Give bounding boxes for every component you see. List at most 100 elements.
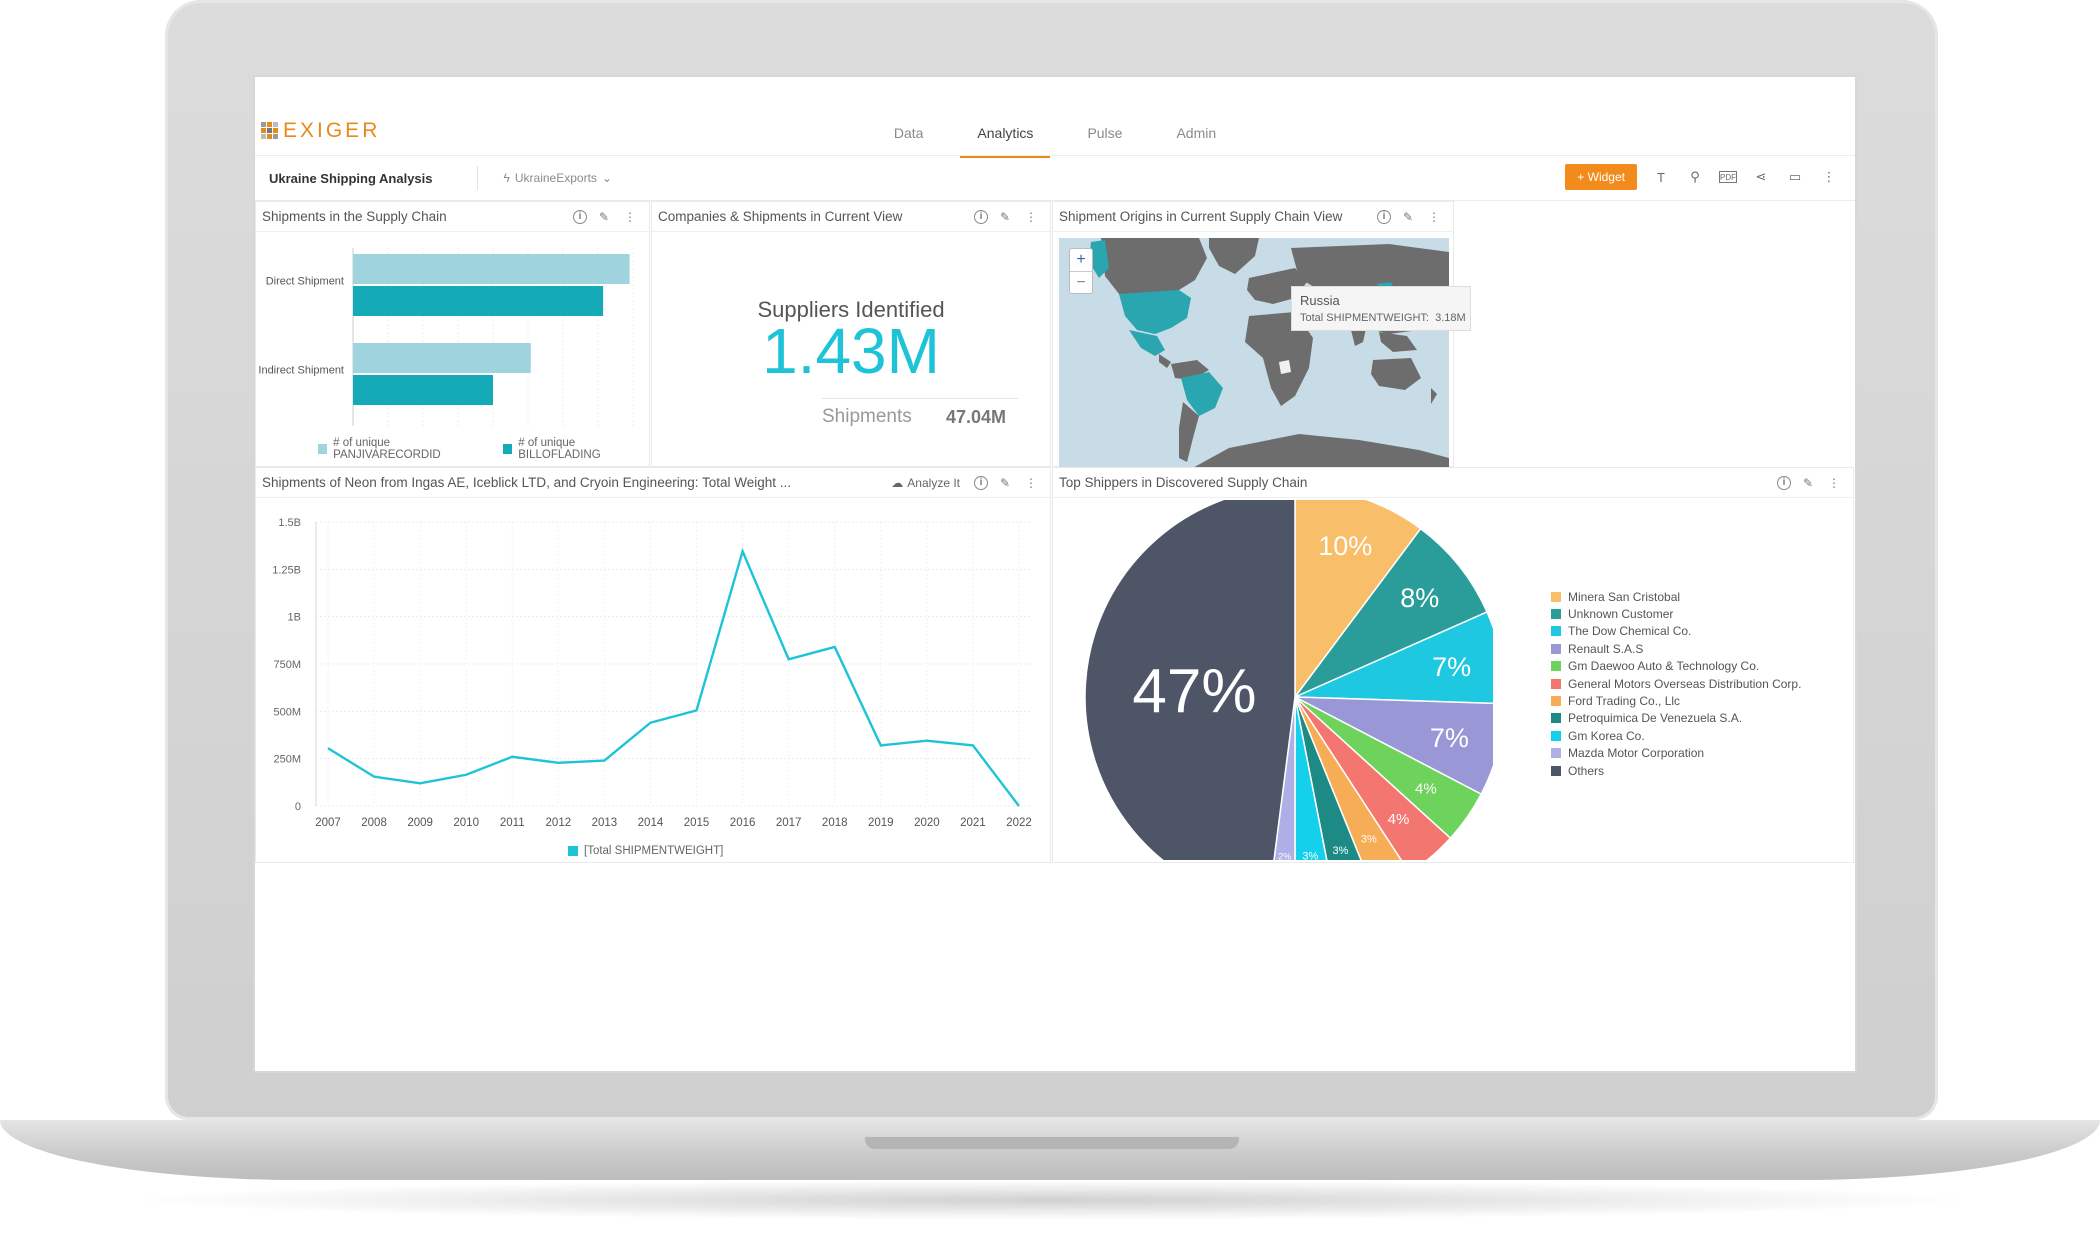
tooltip-metric-label: Total SHIPMENTWEIGHT: bbox=[1300, 312, 1429, 324]
map-brazil bbox=[1181, 372, 1223, 416]
more-icon[interactable]: ⋮ bbox=[624, 209, 636, 224]
add-widget-button[interactable]: + Widget bbox=[1565, 164, 1637, 190]
legend-item[interactable]: Mazda Motor Corporation bbox=[1551, 745, 1801, 762]
pie-slice[interactable] bbox=[1294, 696, 1410, 860]
map-greenland bbox=[1209, 238, 1259, 274]
pie-slice[interactable] bbox=[1294, 500, 1422, 700]
pie-slice[interactable] bbox=[1084, 500, 1296, 860]
map-alaska bbox=[1089, 240, 1109, 278]
legend-item[interactable]: General Motors Overseas Distribution Cor… bbox=[1551, 675, 1801, 692]
x-tick-label: 2007 bbox=[315, 817, 341, 829]
line-chart: 0 250M 500M 750M 1B 1.25B 1.5B 2007 2008 2009 2010… bbox=[272, 517, 1032, 829]
legend-item[interactable]: Ford Trading Co., Llc bbox=[1551, 692, 1801, 709]
panel-top-shippers: Top Shippers in Discovered Supply Chain … bbox=[1052, 467, 1854, 863]
legend-item[interactable]: Petroquimica De Venezuela S.A. bbox=[1551, 710, 1801, 727]
pdf-icon[interactable]: PDF bbox=[1719, 171, 1737, 183]
legend-item[interactable]: # of unique PANJIVARECORDID bbox=[318, 437, 487, 461]
laptop-shadow bbox=[120, 1180, 1980, 1220]
legend-swatch bbox=[1551, 713, 1561, 724]
tab-data[interactable]: Data bbox=[893, 125, 924, 141]
more-icon[interactable]: ⋮ bbox=[1025, 475, 1037, 490]
panel-header: Shipments of Neon from Ingas AE, Iceblic… bbox=[256, 468, 1050, 498]
laptop-notch bbox=[865, 1137, 1239, 1149]
data-source-label: UkraineExports bbox=[514, 171, 597, 185]
top-bar: EXIGER Data Analytics Pulse Admin bbox=[255, 77, 1855, 158]
pie-slice[interactable] bbox=[1294, 696, 1452, 860]
filter-icon[interactable]: ⚲ bbox=[1690, 169, 1700, 184]
series-line[interactable] bbox=[327, 547, 1020, 807]
more-icon[interactable]: ⋮ bbox=[1822, 169, 1836, 184]
legend-swatch bbox=[1551, 748, 1561, 759]
tab-analytics[interactable]: Analytics bbox=[960, 115, 1051, 158]
info-icon[interactable]: i bbox=[1777, 475, 1791, 490]
pie-slice[interactable] bbox=[1294, 696, 1335, 860]
slice-label: 3% bbox=[1332, 845, 1348, 857]
legend-item[interactable]: Minera San Cristobal bbox=[1551, 588, 1801, 605]
legend-item[interactable]: [Total SHIPMENTWEIGHT] bbox=[568, 845, 723, 857]
slice-label: 47% bbox=[1132, 657, 1256, 726]
legend-item[interactable]: # of unique BILLOFLADING bbox=[503, 437, 649, 461]
slice-label: 4% bbox=[1415, 781, 1437, 798]
share-icon[interactable]: ⋖ bbox=[1755, 169, 1767, 184]
app-screen: EXIGER Data Analytics Pulse Admin Ukrain… bbox=[255, 77, 1855, 1071]
panel-title: Shipments in the Supply Chain bbox=[262, 209, 447, 224]
world-map[interactable]: + − bbox=[1059, 238, 1449, 470]
monitor-icon[interactable]: ▭ bbox=[1788, 169, 1802, 184]
legend-label: General Motors Overseas Distribution Cor… bbox=[1568, 676, 1802, 691]
panel-title: Shipments of Neon from Ingas AE, Iceblic… bbox=[262, 475, 792, 490]
pie-slice[interactable] bbox=[1294, 696, 1374, 860]
chevron-down-icon: ⌄ bbox=[601, 171, 612, 185]
legend-item[interactable]: Gm Korea Co. bbox=[1551, 727, 1801, 744]
tooltip-country: Russia bbox=[1300, 293, 1340, 308]
bar[interactable] bbox=[353, 343, 531, 373]
edit-icon[interactable]: ✎ bbox=[999, 209, 1011, 224]
logo[interactable]: EXIGER bbox=[261, 119, 380, 143]
legend-label: The Dow Chemical Co. bbox=[1568, 624, 1692, 639]
legend-label: Minera San Cristobal bbox=[1568, 589, 1681, 604]
edit-icon[interactable]: ✎ bbox=[598, 209, 610, 224]
panel-header: Top Shippers in Discovered Supply Chain … bbox=[1053, 468, 1853, 498]
dashboard-toolbar: + Widget T ⚲ PDF ⋖ ▭ ⋮ bbox=[1565, 164, 1839, 190]
y-tick-label: 500M bbox=[273, 706, 301, 718]
bar[interactable] bbox=[353, 286, 604, 316]
legend-swatch bbox=[1551, 730, 1561, 741]
x-tick-label: 2022 bbox=[1006, 817, 1032, 829]
bar[interactable] bbox=[353, 375, 493, 405]
more-icon[interactable]: ⋮ bbox=[1828, 475, 1840, 490]
tab-admin[interactable]: Admin bbox=[1176, 125, 1217, 141]
map-south-america-south bbox=[1179, 402, 1199, 462]
info-icon[interactable]: i bbox=[1377, 209, 1391, 224]
laptop-base bbox=[0, 1120, 2100, 1180]
slice-label: 3% bbox=[1361, 833, 1377, 845]
tab-pulse[interactable]: Pulse bbox=[1087, 125, 1123, 141]
info-icon[interactable]: i bbox=[974, 209, 988, 224]
panel-header: Shipment Origins in Current Supply Chain… bbox=[1053, 202, 1453, 232]
text-icon[interactable]: T bbox=[1657, 169, 1665, 185]
y-category-label: Indirect Shipment bbox=[258, 365, 344, 377]
data-source-selector[interactable]: ϟ UkraineExports ⌄ bbox=[504, 171, 612, 185]
legend-item[interactable]: Others bbox=[1551, 762, 1801, 779]
zoom-out-button[interactable]: − bbox=[1070, 271, 1092, 294]
legend-item[interactable]: Renault S.A.S bbox=[1551, 640, 1801, 657]
legend-item[interactable]: Unknown Customer bbox=[1551, 605, 1801, 622]
dashboard-title[interactable]: Ukraine Shipping Analysis bbox=[269, 170, 433, 186]
slice-label: 7% bbox=[1432, 652, 1471, 682]
edit-icon[interactable]: ✎ bbox=[1402, 209, 1414, 224]
edit-icon[interactable]: ✎ bbox=[999, 475, 1011, 490]
tooltip-metric: Total SHIPMENTWEIGHT: 3.18M bbox=[1300, 312, 1466, 324]
pie-slice[interactable] bbox=[1292, 527, 1489, 699]
legend-swatch bbox=[1551, 591, 1561, 602]
legend-label: Renault S.A.S bbox=[1568, 641, 1644, 656]
analyze-it-button[interactable]: ☁ Analyze It bbox=[891, 476, 960, 490]
map-russia bbox=[1291, 244, 1449, 296]
info-icon[interactable]: i bbox=[974, 475, 988, 490]
bar[interactable] bbox=[353, 254, 630, 284]
info-icon[interactable]: i bbox=[573, 209, 587, 224]
more-icon[interactable]: ⋮ bbox=[1025, 209, 1037, 224]
edit-icon[interactable]: ✎ bbox=[1802, 475, 1814, 490]
legend-item[interactable]: Gm Daewoo Auto & Technology Co. bbox=[1551, 658, 1801, 675]
legend-item[interactable]: The Dow Chemical Co. bbox=[1551, 623, 1801, 640]
pie-slice[interactable] bbox=[1294, 611, 1493, 705]
zoom-in-button[interactable]: + bbox=[1076, 251, 1086, 268]
more-icon[interactable]: ⋮ bbox=[1428, 209, 1440, 224]
